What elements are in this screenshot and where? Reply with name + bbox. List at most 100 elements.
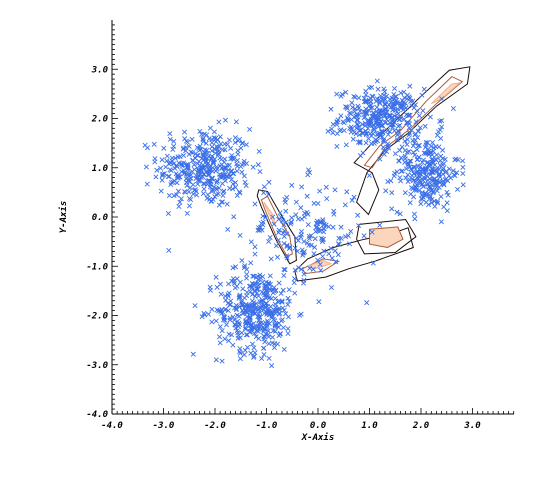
point-c1-160 bbox=[341, 127, 347, 134]
point-c3-209 bbox=[243, 319, 249, 325]
point-c2-74 bbox=[429, 139, 436, 146]
point-c4-50 bbox=[305, 172, 311, 178]
point-c1-310 bbox=[414, 108, 420, 114]
point-c3-218 bbox=[261, 336, 267, 342]
point-c1-327 bbox=[400, 107, 406, 113]
point-c1-289 bbox=[381, 92, 387, 98]
point-c3-161 bbox=[223, 322, 230, 328]
point-c2-237 bbox=[432, 156, 438, 162]
point-c0-228 bbox=[226, 171, 232, 177]
point-c0-121 bbox=[190, 150, 196, 156]
point-c3-364 bbox=[266, 312, 272, 318]
point-c1-258 bbox=[364, 111, 370, 117]
point-c4-133 bbox=[281, 272, 287, 279]
point-c2-11 bbox=[416, 142, 422, 148]
point-c2-35 bbox=[418, 201, 424, 207]
point-c2-121 bbox=[388, 178, 394, 184]
point-c1-216 bbox=[398, 115, 404, 121]
point-c1-233 bbox=[348, 111, 354, 117]
point-c0-281 bbox=[186, 195, 193, 202]
point-c1-299 bbox=[371, 126, 377, 132]
point-c3-323 bbox=[216, 308, 222, 314]
point-c1-89 bbox=[329, 126, 335, 132]
point-c0-296 bbox=[197, 128, 203, 134]
point-c4-34 bbox=[315, 228, 321, 234]
point-c3-264 bbox=[248, 302, 254, 308]
point-c2-203 bbox=[450, 105, 456, 112]
point-c1-126 bbox=[375, 86, 381, 92]
point-c4-115 bbox=[271, 221, 277, 227]
y-tick-label-0: -4.0 bbox=[86, 410, 108, 420]
point-c1-294 bbox=[334, 119, 340, 125]
point-c2-185 bbox=[415, 163, 421, 169]
point-c3-312 bbox=[266, 355, 272, 361]
point-c0-211 bbox=[206, 136, 212, 142]
point-c1-253 bbox=[400, 99, 406, 106]
point-c3-294 bbox=[276, 298, 282, 304]
point-c4-66 bbox=[261, 184, 267, 190]
point-c1-276 bbox=[397, 122, 403, 128]
point-c4-6 bbox=[299, 184, 305, 190]
point-c0-244 bbox=[161, 145, 167, 151]
point-c4-55 bbox=[276, 216, 282, 222]
point-c3-346 bbox=[269, 363, 275, 369]
point-c0-100 bbox=[209, 188, 215, 195]
point-c1-76 bbox=[350, 136, 356, 142]
point-c1-252 bbox=[352, 108, 358, 115]
point-c2-195 bbox=[452, 173, 458, 179]
point-c3-241 bbox=[272, 301, 278, 307]
point-c4-157 bbox=[292, 245, 298, 251]
point-c0-127 bbox=[235, 138, 241, 144]
point-c4-110 bbox=[345, 233, 351, 239]
point-c0-316 bbox=[213, 185, 219, 191]
point-c0-90 bbox=[209, 148, 215, 154]
point-c1-328 bbox=[366, 107, 372, 113]
point-c1-281 bbox=[382, 106, 388, 112]
point-c0-232 bbox=[201, 186, 207, 192]
point-c1-287 bbox=[334, 91, 340, 97]
tick-marks bbox=[111, 24, 515, 415]
point-c2-140 bbox=[437, 158, 443, 164]
point-c4-137 bbox=[314, 224, 320, 230]
point-c4-23 bbox=[369, 229, 375, 235]
point-c2-217 bbox=[422, 176, 428, 182]
point-c0-334 bbox=[184, 165, 190, 171]
point-c0-309 bbox=[229, 152, 235, 159]
point-c1-274 bbox=[325, 128, 331, 134]
point-c4-63 bbox=[319, 239, 326, 245]
point-c3-275 bbox=[221, 314, 227, 320]
point-c3-226 bbox=[230, 314, 236, 320]
point-c1-86 bbox=[412, 102, 419, 108]
point-c1-208 bbox=[404, 141, 410, 148]
point-c3-259 bbox=[262, 283, 268, 289]
point-c2-137 bbox=[442, 156, 448, 162]
contour-3-1 bbox=[369, 226, 404, 249]
point-c2-155 bbox=[438, 219, 444, 225]
point-c1-320 bbox=[375, 110, 381, 116]
point-c1-218 bbox=[345, 118, 351, 124]
point-c3-369 bbox=[291, 280, 297, 286]
point-c0-145 bbox=[175, 188, 181, 194]
point-c1-79 bbox=[407, 83, 413, 89]
point-c4-92 bbox=[326, 224, 332, 230]
point-c0-223 bbox=[211, 129, 217, 135]
point-c0-307 bbox=[170, 161, 177, 167]
point-c0-320 bbox=[179, 169, 185, 175]
point-c2-188 bbox=[414, 157, 420, 163]
point-c4-128 bbox=[283, 219, 289, 225]
point-c1-264 bbox=[366, 123, 372, 129]
point-c3-270 bbox=[226, 331, 232, 337]
point-c2-163 bbox=[412, 183, 418, 189]
point-c2-191 bbox=[406, 148, 412, 155]
contour-0-1 bbox=[260, 195, 293, 258]
point-c1-29 bbox=[402, 138, 408, 144]
point-c4-87 bbox=[311, 200, 317, 206]
point-c4-149 bbox=[364, 300, 370, 306]
point-c3-290 bbox=[253, 286, 259, 292]
point-c0-302 bbox=[178, 196, 184, 202]
point-c0-291 bbox=[179, 162, 185, 168]
point-c1-268 bbox=[344, 105, 350, 112]
point-c2-87 bbox=[419, 159, 425, 165]
point-c0-355 bbox=[209, 175, 215, 181]
tick-labels: -4.0 -3.0 -2.0 -1.0 0.0 1.0 2.0 3.0 -4.0 -3.0 -2.0… bbox=[86, 65, 481, 431]
